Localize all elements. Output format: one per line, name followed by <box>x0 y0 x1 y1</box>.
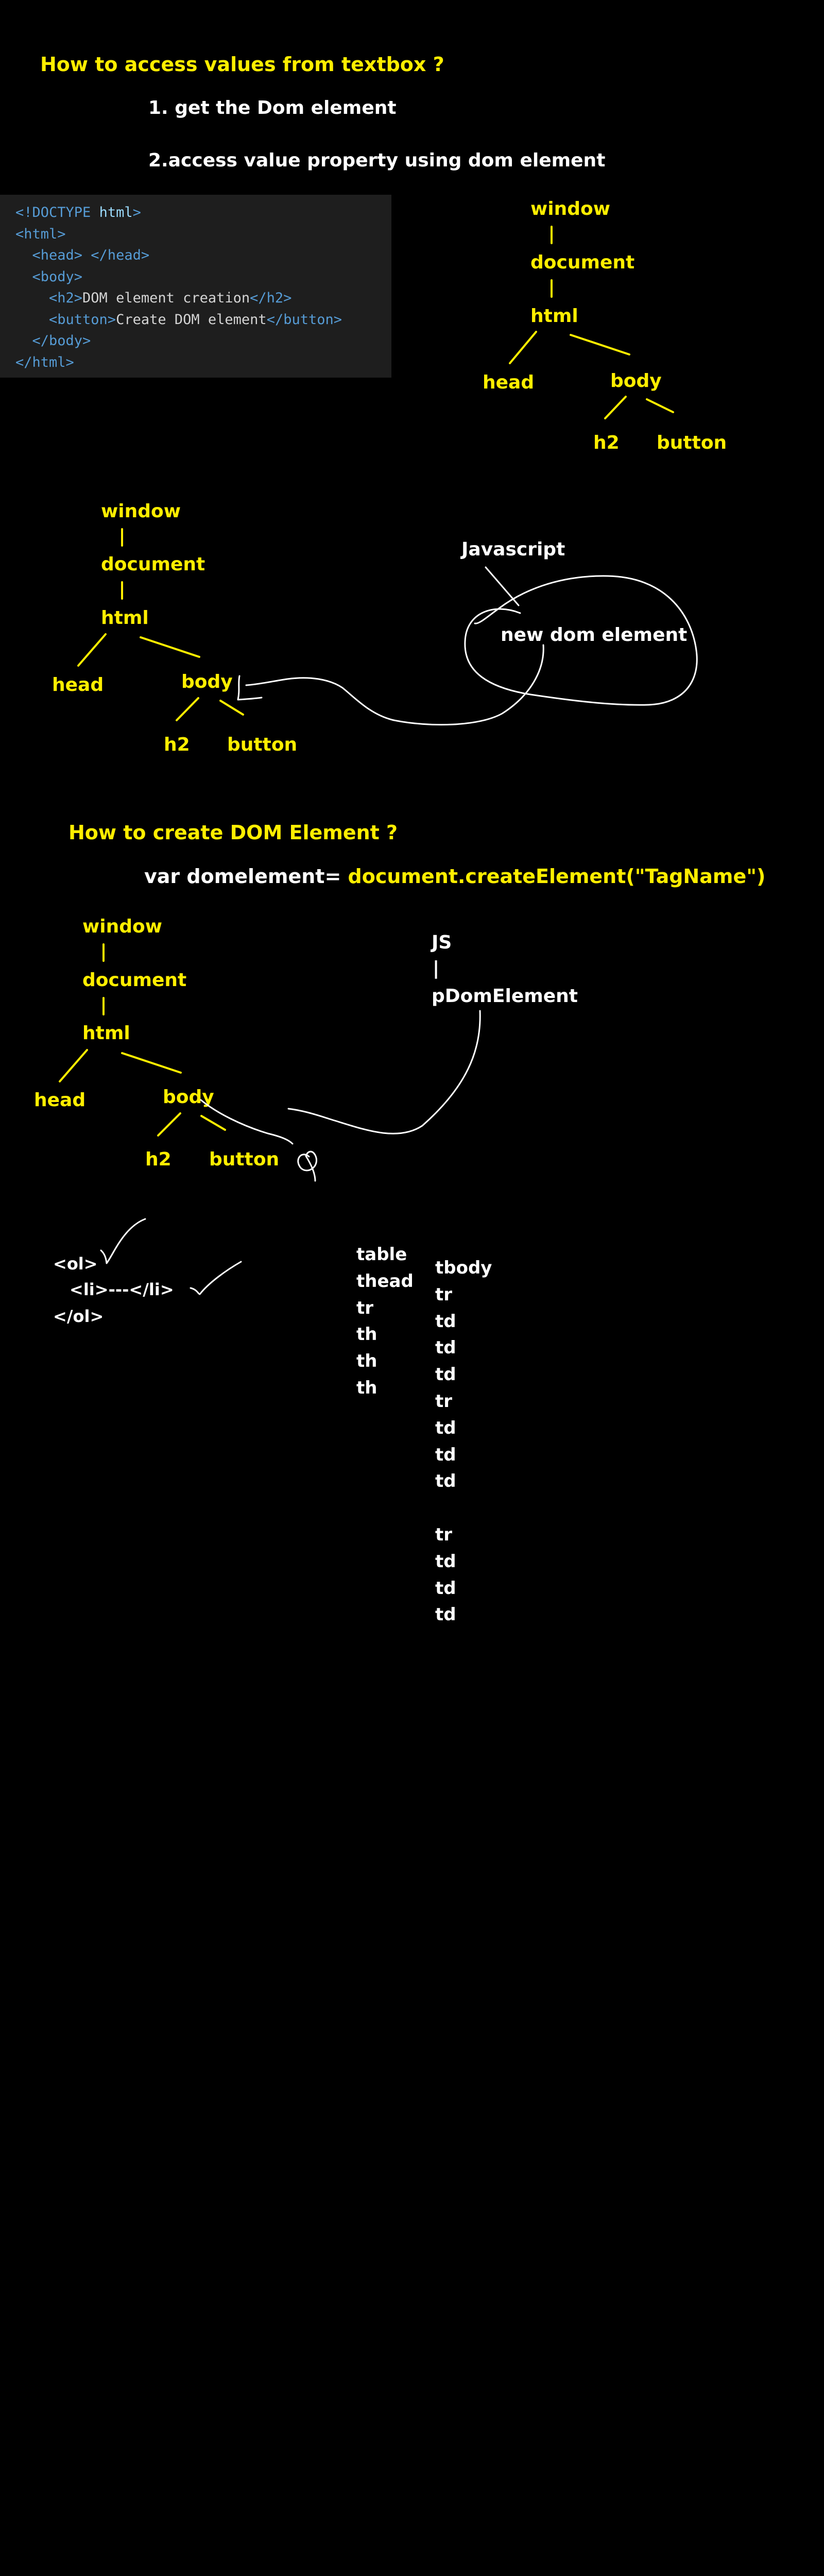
tree1-window: window <box>530 198 610 219</box>
table-col-cell: th <box>356 1351 377 1372</box>
code-line: </html> <box>15 352 391 374</box>
create-statement: var domelement= document.createElement("… <box>144 867 765 886</box>
code-block: <!DOCTYPE html> <html> <head> </head> <bo… <box>0 195 391 378</box>
code-line: <html> <box>15 224 391 245</box>
code-tag-end: </h2> <box>250 290 292 306</box>
tree3-head: head <box>34 1090 86 1111</box>
tree1-html: html <box>530 306 578 327</box>
tbody-col-cell: td <box>435 1417 456 1438</box>
tbody-col-cell: tr <box>435 1284 453 1305</box>
tree2-button: button <box>227 734 298 755</box>
tbody-col-cell: td <box>435 1578 456 1599</box>
tbody-col-cell: td <box>435 1364 456 1385</box>
code-line: <head> </head> <box>15 245 391 266</box>
ol-open: <ol> <box>53 1254 98 1274</box>
code-line: <body> <box>15 266 391 288</box>
code-text: DOM element creation <box>82 290 250 306</box>
code-attr: html <box>99 205 133 221</box>
javascript-label: Javascript <box>461 539 565 560</box>
tree2-html: html <box>101 607 149 629</box>
tbody-col-cell: tr <box>435 1524 453 1545</box>
tree3-document: document <box>82 970 187 991</box>
tree1-button: button <box>657 432 727 453</box>
table-col-cell: table <box>356 1244 407 1265</box>
tree3-h2: h2 <box>145 1149 171 1170</box>
tree2-document: document <box>101 554 205 575</box>
heading-access-values: How to access values from textbox ? <box>40 53 444 76</box>
code-tag-open: <h2> <box>15 290 83 306</box>
tree1-document: document <box>530 252 635 273</box>
new-dom-element-label: new dom element <box>501 624 688 646</box>
heading-create-dom: How to create DOM Element ? <box>68 821 398 844</box>
code-tag-open: <button> <box>15 311 116 328</box>
tbody-col-cell: td <box>435 1551 456 1572</box>
code-line: </body> <box>15 330 391 352</box>
code-line: <button>Create DOM element</button> <box>15 309 391 331</box>
code-tag-open: <!DOCTYPE <box>15 205 99 221</box>
table-col-cell: th <box>356 1324 377 1345</box>
tree1-h2: h2 <box>593 432 620 453</box>
js-bar: | <box>433 958 440 979</box>
tree3-button: button <box>209 1149 280 1170</box>
code-tag-open: <head> </head> <box>15 247 150 263</box>
tree2-window: window <box>101 501 181 522</box>
js-label: JS <box>432 932 452 953</box>
tree2-h2: h2 <box>164 734 190 755</box>
table-col-cell: thead <box>356 1270 414 1292</box>
tbody-col-cell: td <box>435 1444 456 1465</box>
tree3-html: html <box>82 1023 130 1044</box>
pdomelement-label: pDomElement <box>432 986 578 1007</box>
create-statement-prefix: var domelement= <box>144 865 348 888</box>
code-tag-end: </button> <box>266 311 342 328</box>
tbody-col-cell: td <box>435 1604 456 1625</box>
tbody-col-cell: td <box>435 1471 456 1492</box>
tbody-col-cell: td <box>435 1337 456 1359</box>
code-tag-open: <html> <box>15 226 66 242</box>
tree3-window: window <box>82 916 162 937</box>
li-item: <li>---</li> <box>70 1280 174 1299</box>
code-text: Create DOM element <box>116 311 267 328</box>
code-tag-open: <body> <box>15 268 83 285</box>
table-col-cell: tr <box>356 1297 374 1318</box>
code-line: <!DOCTYPE html> <box>15 202 391 224</box>
tree2-body: body <box>181 671 233 692</box>
step-2: 2.access value property using dom elemen… <box>148 150 606 171</box>
tbody-col-cell: td <box>435 1311 456 1332</box>
step-1: 1. get the Dom element <box>148 97 397 118</box>
code-tag-close: > <box>132 205 141 221</box>
code-tag-open: </body> <box>15 333 91 349</box>
tree1-body: body <box>610 370 662 392</box>
ol-close: </ol> <box>53 1307 104 1326</box>
table-col-cell: th <box>356 1378 377 1398</box>
create-statement-call: document.createElement("TagName") <box>348 865 766 888</box>
tbody-col-cell: tr <box>435 1391 453 1412</box>
code-line: <h2>DOM element creation</h2> <box>15 287 391 309</box>
tree1-head: head <box>483 372 535 393</box>
tbody-col-cell: tbody <box>435 1258 492 1278</box>
code-tag-open: </html> <box>15 354 74 370</box>
tree2-head: head <box>52 674 104 696</box>
